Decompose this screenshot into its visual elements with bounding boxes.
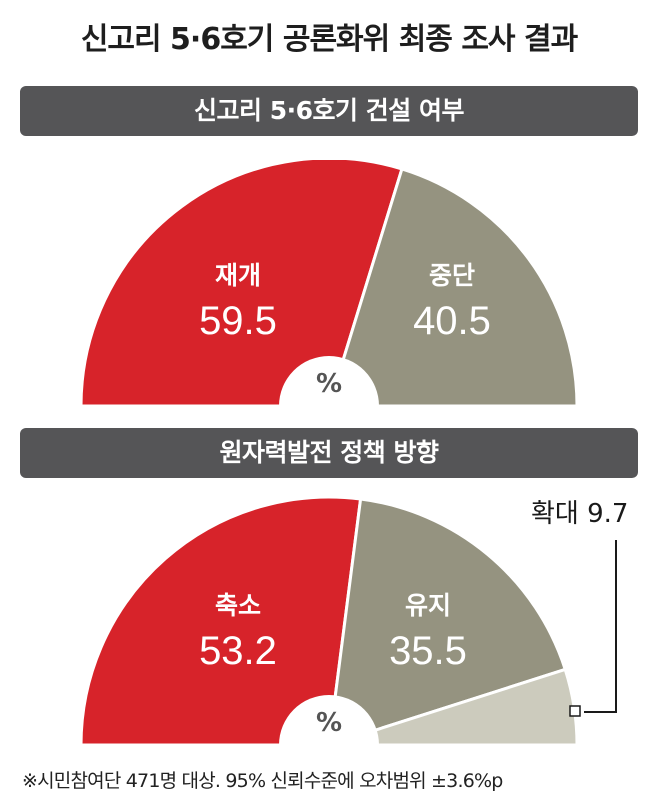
unit-label: % (316, 708, 342, 738)
chart-1-title-banner: 신고리 5·6호기 건설 여부 (20, 86, 638, 136)
chart-1-semicircle: % 재개 59.5 중단 40.5 (79, 160, 579, 410)
slice-2 (326, 167, 579, 408)
callout-line (584, 540, 617, 713)
slice-label-1: 재개 (215, 261, 261, 290)
slice-label-1: 축소 (215, 591, 261, 620)
chart-2-title-banner: 원자력발전 정책 방향 (20, 428, 638, 478)
slice-2 (327, 497, 568, 748)
callout-label-3: 확대 9.7 (531, 499, 628, 529)
slice-1 (79, 160, 404, 408)
slice-value-1: 53.2 (199, 629, 277, 673)
slice-1 (79, 495, 363, 747)
page-title: 신고리 5·6호기 공론화위 최종 조사 결과 (80, 22, 578, 57)
slice-value-2: 35.5 (389, 629, 467, 673)
slice-label-2: 유지 (405, 591, 451, 620)
center-hole (279, 695, 379, 750)
slice-value-2: 40.5 (413, 299, 491, 343)
slice-value-1: 59.5 (199, 299, 277, 343)
callout-marker (569, 705, 581, 717)
chart-2-semicircle: % 축소 53.2 유지 35.5 확대 9.7 (79, 495, 628, 750)
unit-label: % (316, 369, 342, 399)
footnote: ※시민참여단 471명 대상. 95% 신뢰수준에 오차범위 ±3.6%p (22, 770, 503, 792)
center-hole (279, 356, 379, 410)
slice-label-2: 중단 (429, 261, 475, 290)
